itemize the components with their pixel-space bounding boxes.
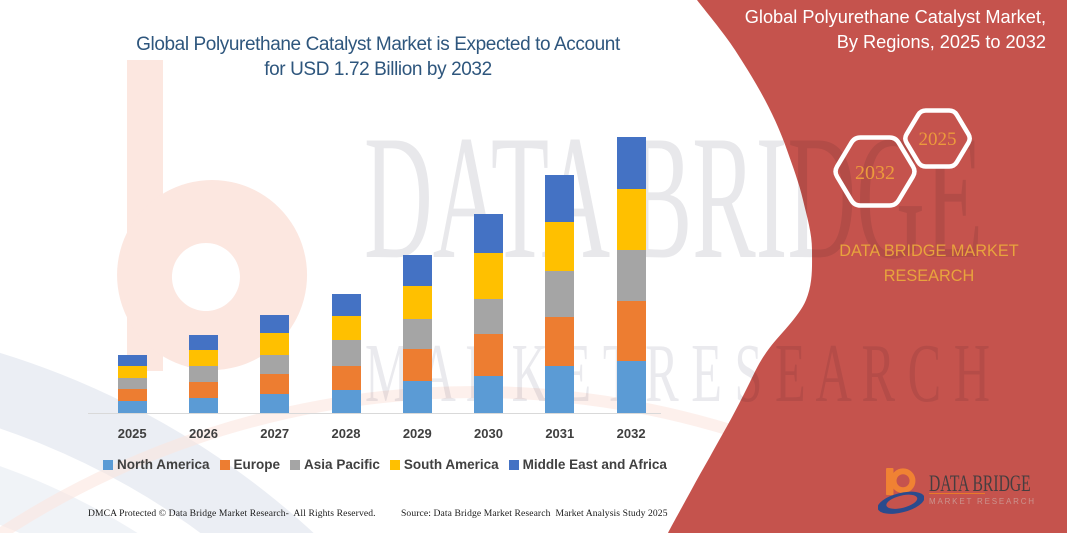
svg-text:2032: 2032 [855,162,895,184]
svg-text:2025: 2025 [919,129,957,150]
svg-text:M A R K E T R E S E A R C H: M A R K E T R E S E A R C H [365,327,990,420]
svg-text:DATA BRIDGE: DATA BRIDGE [364,98,983,296]
